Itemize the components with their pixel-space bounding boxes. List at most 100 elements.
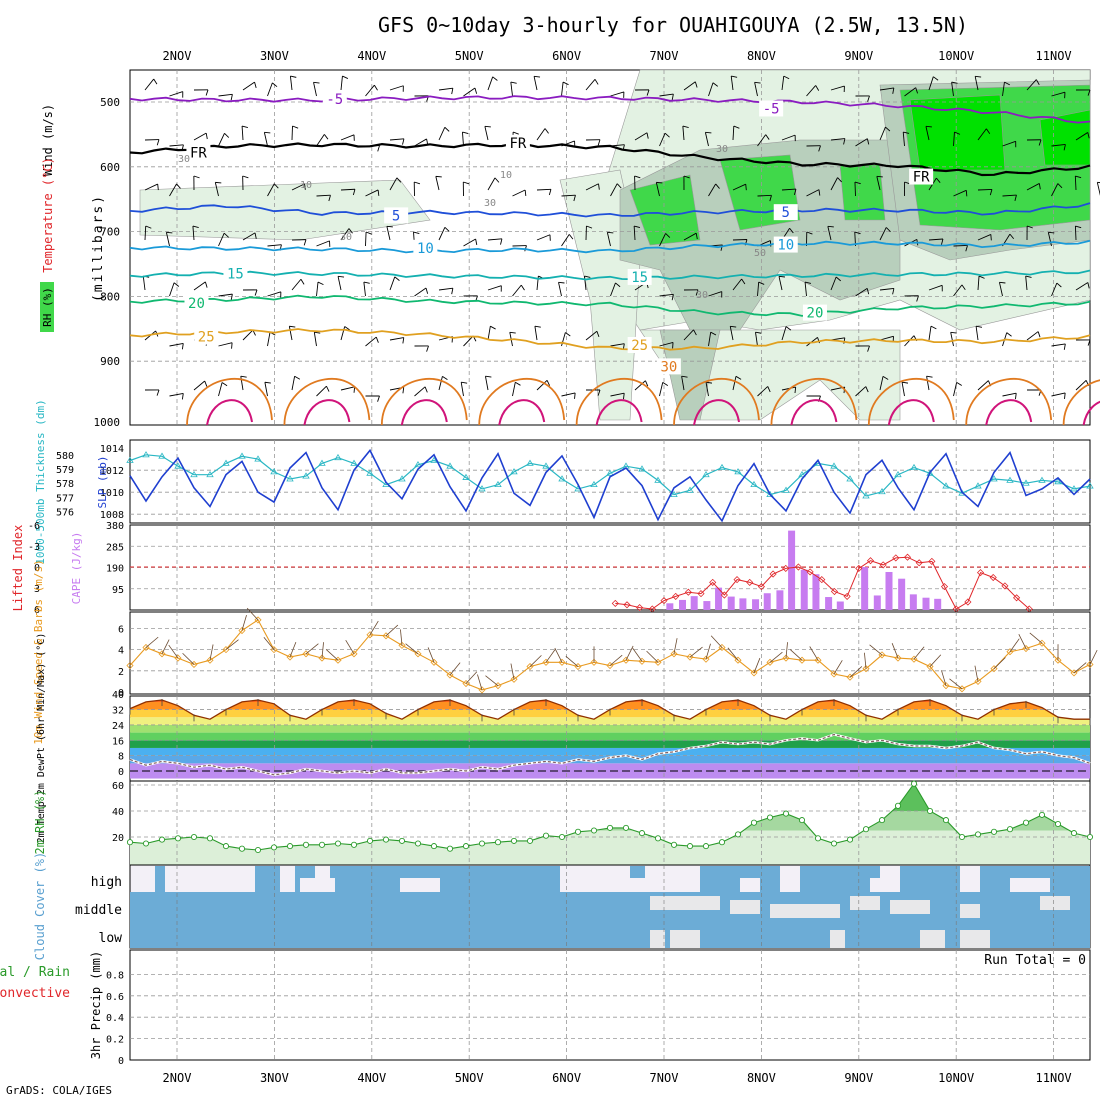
isotherm-30-loop	[283, 378, 371, 426]
wind-barb-flag	[933, 76, 939, 81]
isotherm-30-loop	[478, 378, 566, 426]
wind-barb	[1002, 82, 1005, 97]
wind-barb	[218, 233, 225, 247]
isotherm-line	[129, 294, 1091, 317]
rh-point	[942, 817, 950, 824]
thickness-point	[126, 456, 134, 463]
thickness-point	[686, 486, 694, 493]
isotherm-label-bg	[194, 328, 219, 345]
wind-speed-point	[958, 685, 966, 693]
li-point	[757, 583, 765, 591]
wind-barb	[708, 183, 717, 197]
wind-10m-panel: 6 4 2 0 10m Wind Speed & Barbs (m/s)	[32, 559, 1098, 745]
cloud-row-low: low	[99, 931, 123, 946]
cape-bar	[715, 587, 723, 610]
thickness-tick-label: 578	[56, 479, 74, 490]
date-label-bottom: 2NOV	[163, 1071, 192, 1085]
cloud-mid-block	[730, 900, 760, 914]
wind-barb-flag	[1048, 231, 1055, 234]
wind-barb-flag	[1087, 132, 1090, 139]
wind-barb	[218, 293, 233, 297]
rh-area-fill	[130, 783, 1090, 865]
isotherm-label: 15	[631, 270, 648, 286]
wind-barb-flag	[950, 331, 957, 334]
wind-barb-flag	[865, 386, 869, 393]
rh-point	[1086, 833, 1094, 841]
thickness-slp-panel: 1014 1012 1010 1008 580 579 578 577 576 1000-500…	[34, 399, 1094, 565]
wind-barb-flag	[565, 332, 571, 337]
wind-barb-flag	[558, 281, 565, 284]
wind-speed-point	[478, 686, 486, 694]
rh-shade-region	[659, 329, 721, 421]
cloud-low-block	[670, 930, 700, 948]
wind-barb-flag	[461, 381, 468, 384]
wind-barb	[732, 278, 742, 291]
thickness-point	[878, 487, 886, 495]
temp-tick-label: 40	[112, 690, 124, 701]
wind-barb-flag	[1009, 233, 1015, 240]
wind-barb	[291, 278, 302, 291]
wind-10m-barb	[305, 643, 319, 655]
isotherm-30-loop	[965, 378, 1053, 426]
wind-barb	[218, 133, 225, 147]
li-point	[806, 568, 814, 576]
wind-barb-flag	[694, 81, 698, 88]
wind-barb	[953, 132, 955, 147]
isotherm-label-bg	[322, 90, 347, 107]
wind-barb	[683, 329, 694, 341]
precip-tick-label: 0.2	[106, 1035, 124, 1046]
wind-10m-barb	[263, 636, 275, 650]
cape-bar	[752, 599, 760, 610]
wind-barb	[340, 326, 346, 341]
wind-barb-flag	[634, 175, 641, 179]
wind-barb-flag	[765, 134, 770, 140]
wind-barb	[536, 379, 548, 391]
temp-ylabel: 2m Temp 2m DewPt (6hr Min/Max) (°C)	[36, 633, 47, 844]
rh-point	[1038, 811, 1046, 818]
isotherm-label: 25	[631, 338, 648, 354]
wind-speed-point	[638, 657, 646, 665]
date-label-top: 10NOV	[938, 49, 974, 63]
wind-barb-flag	[596, 331, 600, 338]
wind-barb	[438, 376, 443, 391]
wind-barb-flag	[273, 183, 279, 189]
wind-barb-flag	[524, 189, 527, 197]
thickness-point	[702, 470, 710, 478]
wind-barb-flag	[975, 325, 983, 328]
wind-barb	[242, 81, 255, 91]
wind-10m-barb	[168, 644, 179, 659]
wind-barb	[999, 282, 1003, 297]
wind-speed-point	[718, 643, 726, 652]
cape-bar	[873, 595, 881, 610]
wind-barb	[977, 188, 993, 191]
wind-barb	[757, 134, 767, 147]
date-label-bottom: 3NOV	[260, 1071, 289, 1085]
wind-barb-flag	[223, 232, 229, 238]
wind-barb-flag	[827, 225, 834, 228]
li-point	[940, 583, 949, 591]
wind-barb	[267, 183, 275, 197]
wind-barb	[928, 76, 934, 91]
wind-barb-flag	[634, 225, 641, 229]
wind-barb	[389, 138, 404, 141]
wind-barb	[901, 382, 905, 397]
li-point	[1001, 582, 1009, 590]
wind-barb-flag	[520, 284, 525, 291]
wind-barb-flag	[348, 228, 353, 234]
cape-bar	[812, 574, 820, 610]
wind-barb	[778, 276, 783, 291]
wind-speed-point	[558, 658, 566, 666]
wind-speed-point	[494, 682, 502, 690]
wind-barb-flag	[695, 233, 698, 240]
rh-point	[958, 833, 966, 841]
cloud-row-high: high	[91, 875, 122, 890]
rh-contour-label: 10	[300, 180, 312, 191]
wind-10m-barb	[241, 615, 247, 631]
temp-band	[130, 717, 1090, 725]
temp-tick-label: 16	[112, 736, 124, 747]
wind-barb	[781, 76, 785, 91]
wind-barb	[781, 188, 797, 191]
wind-barb	[169, 91, 183, 97]
wind-10m-barb	[321, 642, 324, 659]
upper-ylabel: (millibars)	[91, 194, 106, 302]
